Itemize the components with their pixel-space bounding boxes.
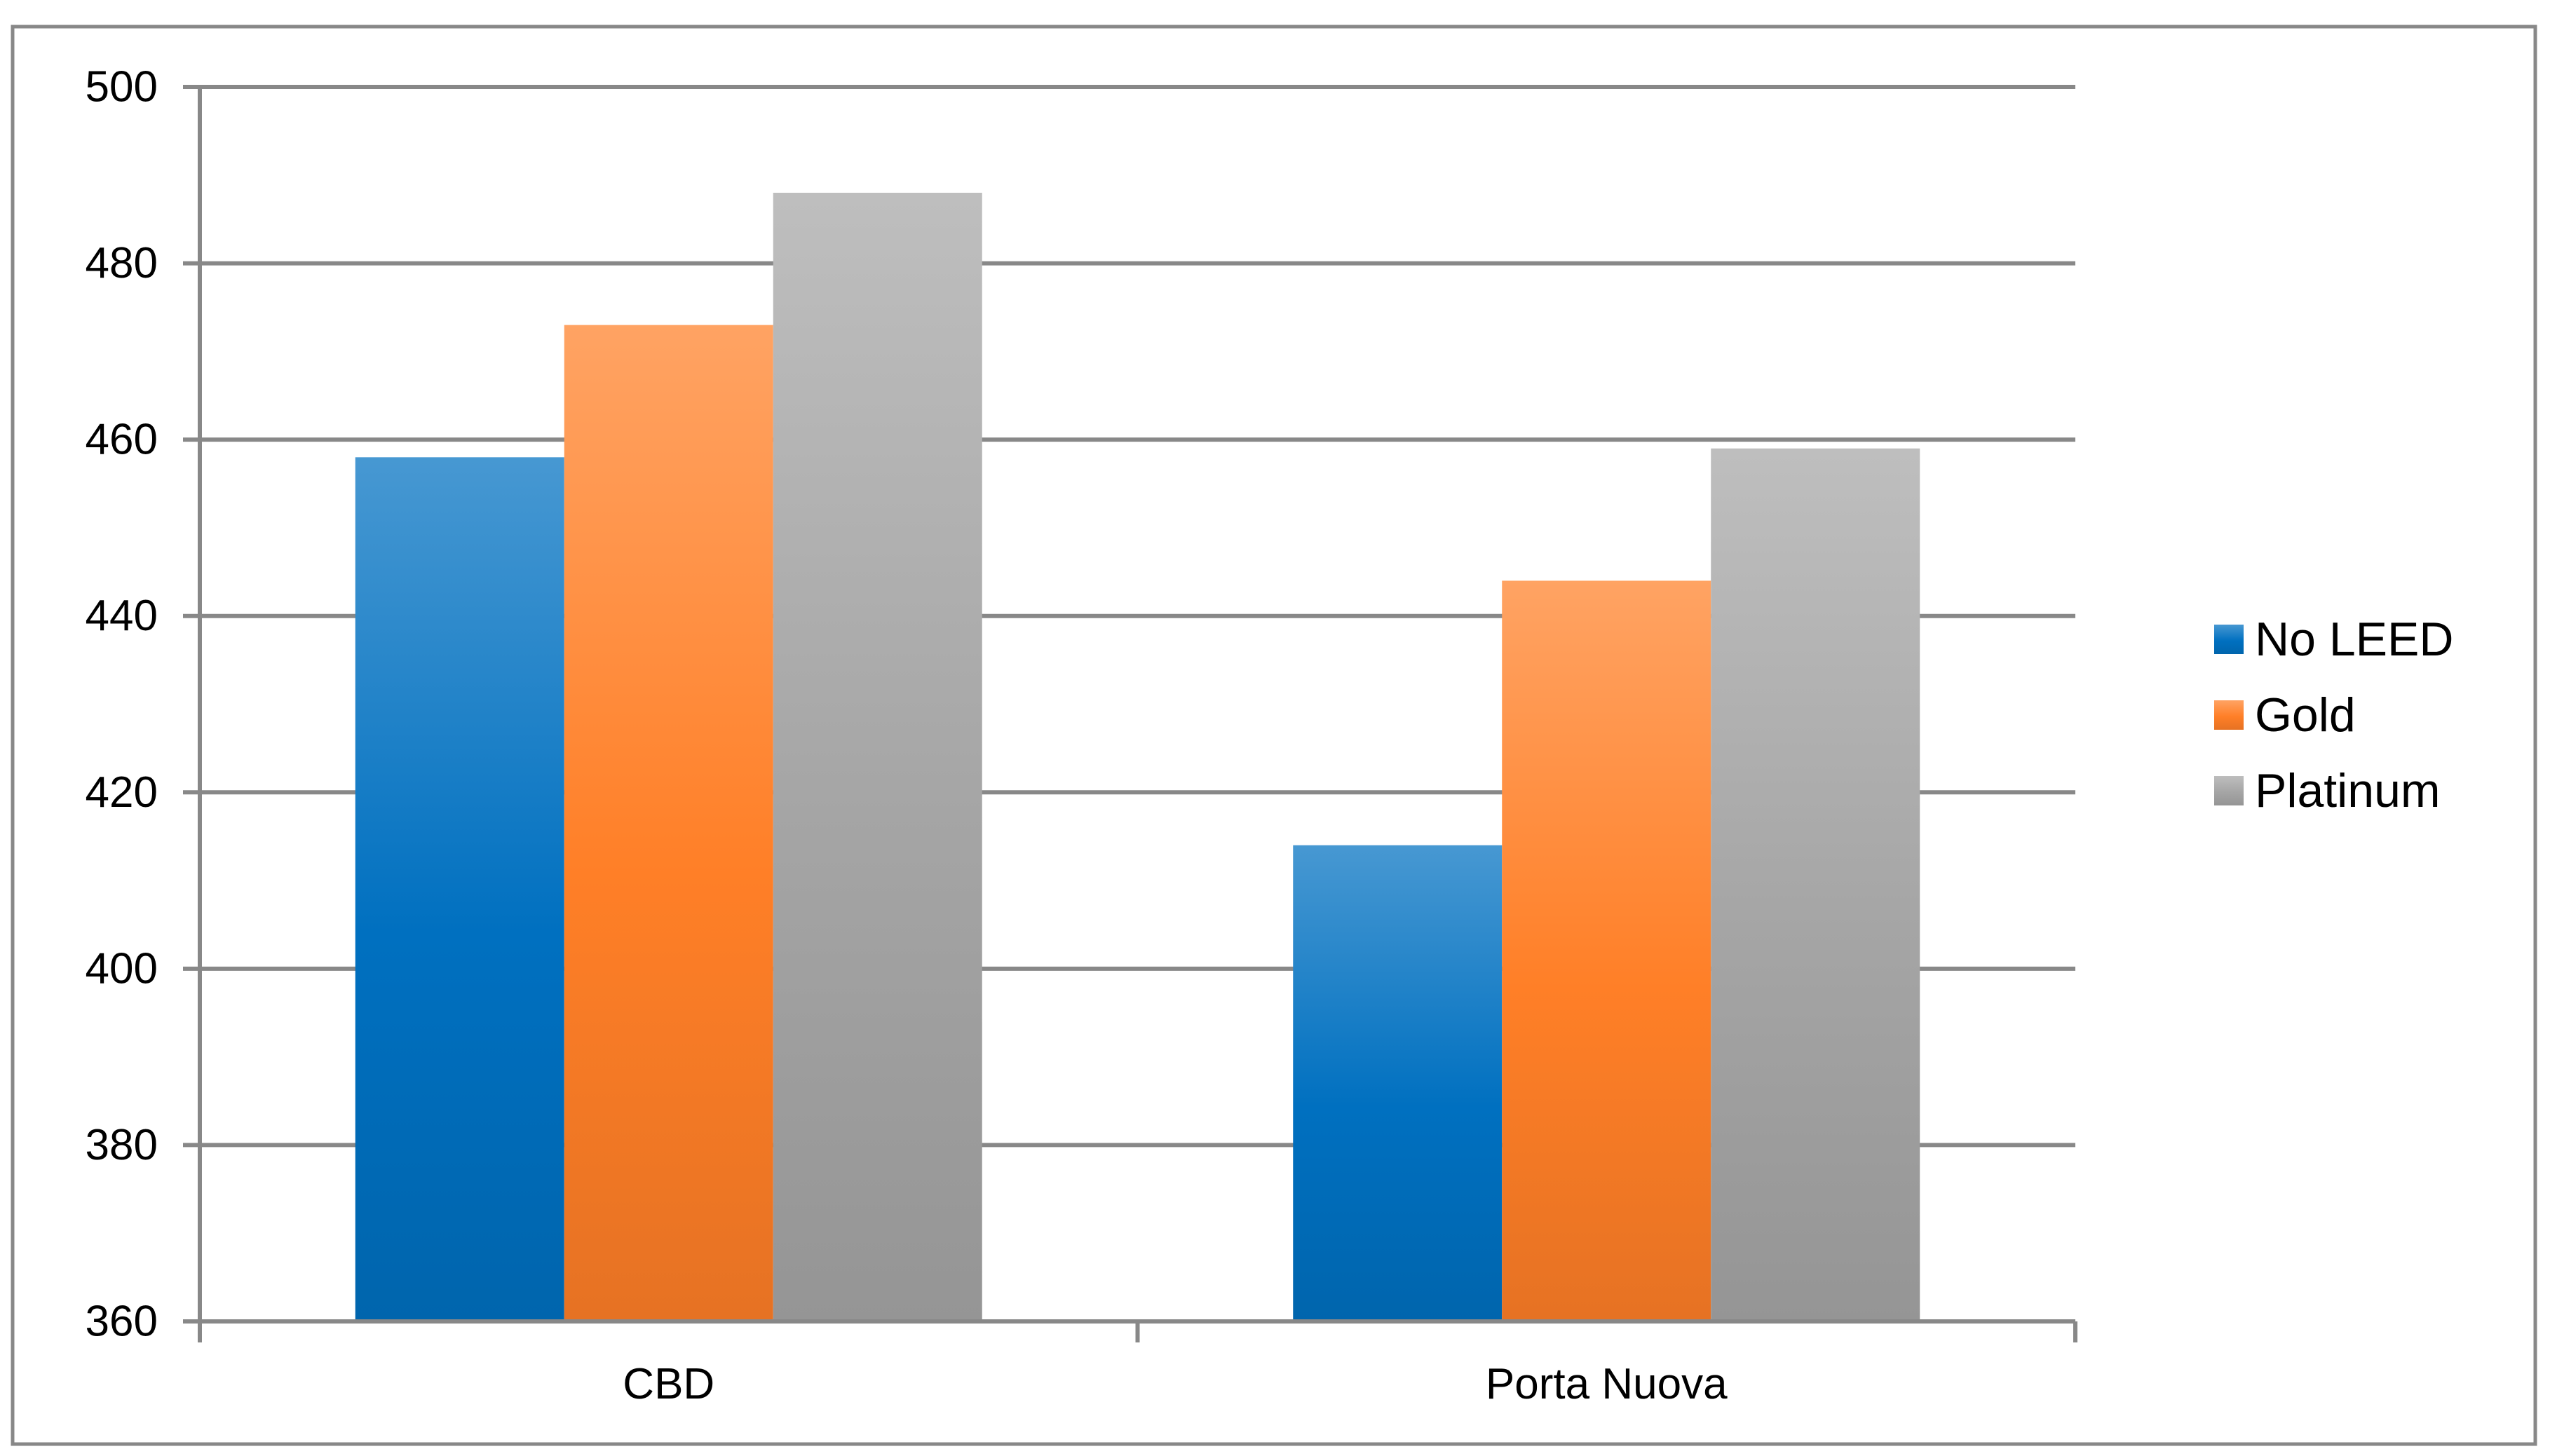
- x-tick-label: CBD: [623, 1360, 714, 1408]
- legend-label: No LEED: [2255, 613, 2453, 666]
- tick-labels: 360 380 400 420 440 460 480 500 CBD Porta Nuova: [86, 63, 1728, 1409]
- y-tick-label: 500: [86, 63, 158, 111]
- y-tick-label: 380: [86, 1121, 158, 1169]
- bar-platinum-porta-nuova: [1711, 448, 1920, 1321]
- y-tick-label: 460: [86, 416, 158, 464]
- bar-gold-porta-nuova: [1502, 580, 1711, 1321]
- bar-no-leed-porta-nuova: [1293, 845, 1503, 1321]
- y-tick-label: 400: [86, 944, 158, 993]
- y-tick-label: 360: [86, 1298, 158, 1346]
- y-tick-label: 420: [86, 768, 158, 817]
- bar-platinum-cbd: [773, 192, 982, 1321]
- legend-swatch: [2214, 776, 2244, 805]
- bars: [355, 192, 1920, 1321]
- legend: No LEED Gold Platinum: [2214, 613, 2453, 817]
- legend-swatch: [2214, 625, 2244, 654]
- bar-no-leed-cbd: [355, 457, 564, 1321]
- legend-label: Platinum: [2255, 764, 2441, 817]
- axes: [183, 85, 2077, 1342]
- x-tick-label: Porta Nuova: [1486, 1360, 1728, 1408]
- legend-swatch: [2214, 700, 2244, 730]
- y-tick-label: 440: [86, 592, 158, 640]
- legend-label: Gold: [2255, 688, 2356, 742]
- bar-gold-cbd: [564, 325, 773, 1321]
- y-tick-label: 480: [86, 239, 158, 287]
